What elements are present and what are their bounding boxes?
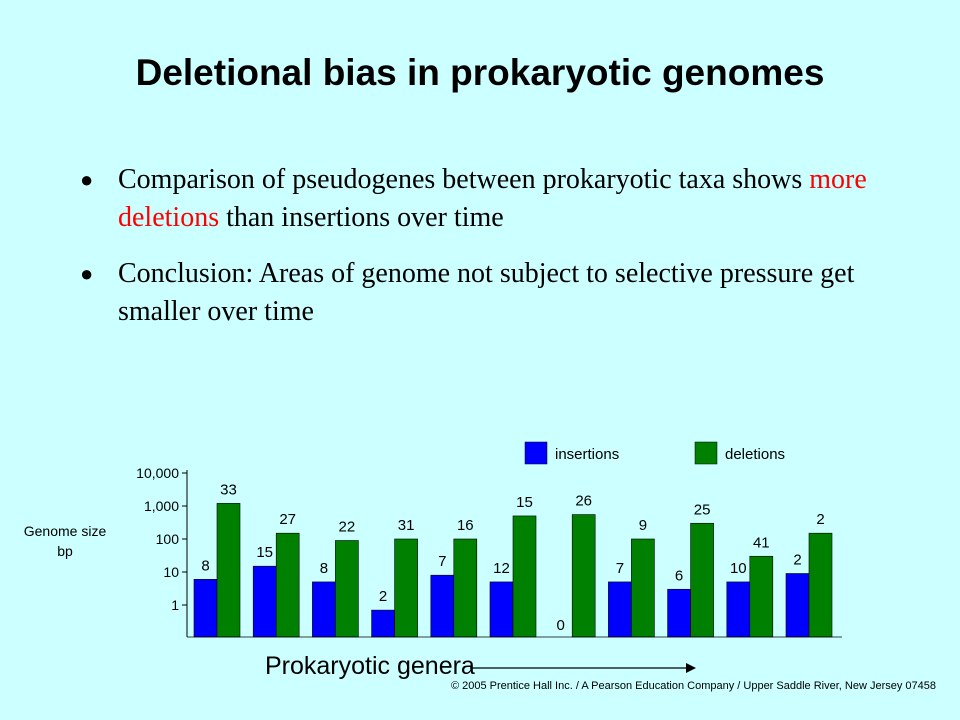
bar-insertions [667, 588, 691, 638]
bar-deletions [275, 532, 300, 638]
bullet-dot-icon: ● [80, 167, 94, 192]
y-axis-label-line: Genome size [24, 523, 107, 539]
bar-label-insertions: 15 [256, 544, 273, 561]
y-tick-label: 10 [163, 564, 179, 580]
chart-legend: insertions deletions [524, 441, 785, 465]
bullet-highlight: more deletions [118, 164, 867, 233]
bar-deletions [571, 514, 596, 638]
bar-label-deletions: 25 [694, 501, 711, 518]
bar-insertions [785, 573, 810, 638]
bar-label-insertions: 10 [730, 560, 747, 577]
bar-deletions [335, 540, 359, 638]
x-axis-label: Prokaryotic genera [265, 652, 696, 680]
bar-label-deletions: 41 [753, 534, 770, 551]
bar-label-deletions: 15 [516, 494, 533, 511]
copyright-notice: © 2005 Prentice Hall Inc. / A Pearson Ed… [450, 680, 936, 692]
y-tick-label: 1,000 [144, 498, 179, 514]
bar-label-insertions: 8 [201, 557, 209, 574]
bar-label-insertions: 2 [379, 588, 387, 605]
bar-insertions [489, 581, 514, 638]
bar-insertions [252, 565, 277, 638]
x-axis-arrow-head-icon [686, 663, 696, 673]
legend-swatch-insertions [524, 441, 548, 465]
y-axis-label: Genome size bp [24, 523, 107, 559]
bar-deletions [216, 503, 241, 638]
bar-label-deletions: 22 [339, 519, 356, 536]
bullet-text-post: than insertions over time [219, 202, 504, 233]
bar-insertions [726, 581, 751, 638]
bullet-text: Conclusion: Areas of genome not subject … [118, 255, 908, 331]
y-axis: 1 10 100 1,000 10,000 [136, 465, 188, 637]
bar-label-insertions: 2 [793, 552, 801, 569]
bar-label-insertions: 7 [438, 553, 446, 570]
y-axis-label-line: bp [57, 543, 73, 559]
bar-insertions [371, 609, 395, 638]
bullet-text: Comparison of pseudogenes between prokar… [118, 161, 908, 237]
x-axis-label-text: Prokaryotic genera [265, 652, 475, 680]
chart-bars [187, 503, 842, 638]
y-tick-label: 1 [171, 597, 179, 613]
bar-deletions [808, 532, 833, 638]
legend-swatch-deletions [694, 441, 718, 465]
bar-deletions [749, 555, 774, 638]
bar-label-deletions: 27 [279, 511, 296, 528]
bar-label-deletions: 33 [220, 481, 237, 498]
bar-insertions [430, 574, 455, 638]
y-tick-label: 10,000 [136, 465, 179, 481]
bar-deletions [631, 538, 655, 638]
bar-label-deletions: 2 [816, 511, 824, 528]
bar-deletions [453, 538, 478, 638]
bar-insertions [608, 581, 632, 638]
bar-label-insertions: 7 [616, 560, 624, 577]
bar-label-insertions: 8 [320, 560, 328, 577]
y-tick-label: 100 [156, 531, 180, 547]
bullet-dot-icon: ● [80, 261, 94, 286]
slide-title: Deletional bias in prokaryotic genomes [135, 52, 825, 93]
legend-label-insertions: insertions [555, 446, 619, 463]
bar-label-insertions: 0 [557, 617, 565, 634]
bar-label-insertions: 12 [493, 560, 510, 577]
bullet-text-pre: Conclusion: Areas of genome not subject … [118, 258, 855, 327]
bar-label-deletions: 31 [398, 517, 415, 534]
bar-deletions [512, 515, 537, 638]
bar-deletions [690, 522, 714, 638]
bullet-text-pre: Comparison of pseudogenes between prokar… [118, 164, 810, 195]
bar-label-deletions: 16 [457, 517, 474, 534]
bar-label-deletions: 26 [575, 493, 592, 510]
bar-insertions [193, 579, 218, 638]
bar-label-deletions: 9 [639, 517, 647, 534]
bar-insertions [312, 581, 336, 638]
legend-label-deletions: deletions [725, 446, 785, 463]
bar-deletions [394, 538, 418, 638]
bar-label-insertions: 6 [675, 567, 683, 584]
